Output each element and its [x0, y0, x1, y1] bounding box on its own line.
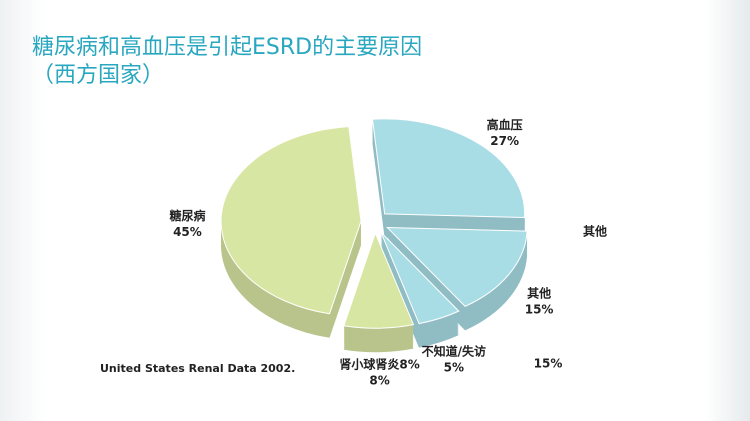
annotation: 15% [534, 357, 563, 371]
pie [220, 118, 528, 353]
slice-label: 肾小球肾炎8% [339, 356, 419, 371]
slice-label: 不知道/失访 [422, 344, 486, 359]
slice-value-label: 8% [369, 373, 389, 387]
annotation: 其他 [583, 224, 607, 239]
source: United States Renal Data 2002. [100, 362, 295, 375]
slice-value-label: 27% [490, 134, 519, 148]
slice [385, 226, 528, 308]
slice [220, 126, 362, 315]
slice [380, 231, 460, 325]
slice-value-label: 15% [525, 302, 554, 316]
slice [371, 118, 526, 219]
title: 糖尿病和高血压是引起ESRD的主要原因 [32, 35, 422, 60]
slice-label: 高血压 [487, 117, 523, 132]
slice-label: 其他 [527, 285, 551, 300]
slice-label: 糖尿病 [169, 208, 205, 223]
slice-value-label: 5% [444, 361, 464, 375]
slice-value-label: 45% [173, 225, 202, 239]
subtitle: （西方国家） [32, 63, 164, 88]
slice [343, 231, 415, 329]
